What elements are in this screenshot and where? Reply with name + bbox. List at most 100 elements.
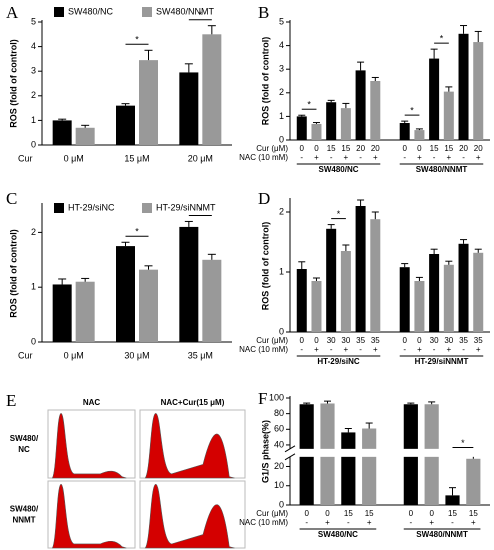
row-value: 20 <box>356 144 365 153</box>
bar <box>116 105 135 145</box>
bar <box>399 123 410 140</box>
group-label: SW480/NNMT <box>416 530 468 539</box>
bar <box>179 72 199 145</box>
row-value: + <box>373 345 378 354</box>
bar <box>370 81 381 140</box>
legend-swatch <box>142 7 152 17</box>
y-tick-label: 1 <box>279 266 284 276</box>
row-value: + <box>417 153 422 162</box>
group-label: SW480/NNMT <box>416 165 468 174</box>
y-tick-label: 60 <box>274 424 284 434</box>
bar <box>370 219 381 332</box>
bar <box>458 33 469 140</box>
legend-swatch <box>54 7 64 17</box>
group-label: HT-29/siNC <box>317 357 359 366</box>
row-value: + <box>446 345 451 354</box>
bar <box>311 281 322 332</box>
row-value: - <box>433 345 436 354</box>
bar <box>52 284 72 342</box>
row-value: + <box>325 518 330 527</box>
row-value: 0 <box>417 144 422 153</box>
y-axis-label: ROS (fold of control) <box>8 229 18 317</box>
y-tick-label: 2 <box>31 227 36 237</box>
bar <box>202 34 222 145</box>
x-axis-label: Cur <box>18 153 33 163</box>
row-value: 0 <box>300 336 305 345</box>
y-axis-label: ROS (fold of control) <box>8 39 18 127</box>
histogram <box>51 484 127 549</box>
significance-label: * <box>337 209 341 219</box>
bar <box>414 130 425 140</box>
row-value: - <box>451 518 454 527</box>
y-tick-label: 20 <box>274 461 284 471</box>
panel-letter: D <box>258 189 270 208</box>
bar <box>466 458 481 505</box>
row-value: 15 <box>448 509 457 518</box>
bar <box>326 102 337 140</box>
significance-label: * <box>199 206 203 216</box>
row-value: 0 <box>429 509 434 518</box>
legend-swatch <box>54 203 64 213</box>
row-label: NAC (10 mM) <box>239 345 288 354</box>
row-value: - <box>403 153 406 162</box>
row-value: - <box>300 153 303 162</box>
y-tick-label: 0 <box>31 139 36 149</box>
y-tick-label: 3 <box>279 64 284 74</box>
y-tick-label: 2 <box>279 87 284 97</box>
bar <box>362 428 377 505</box>
bar <box>340 108 351 140</box>
significance-label: * <box>135 227 139 237</box>
group-label: HT-29/siNNMT <box>415 357 469 366</box>
y-axis-label: ROS (fold of control) <box>260 37 270 125</box>
row-value: 0 <box>409 509 414 518</box>
bar <box>296 269 307 332</box>
bar <box>75 127 95 145</box>
row-label: NAC (10 mM) <box>239 153 288 162</box>
group-label: SW480/NC <box>319 165 359 174</box>
row-label: Cur (μM) <box>256 144 288 153</box>
histogram <box>144 484 235 549</box>
significance-label: * <box>307 100 311 110</box>
row-value: 30 <box>430 336 439 345</box>
row-value: - <box>300 345 303 354</box>
y-tick-label: 5 <box>31 16 36 26</box>
bar <box>341 432 356 505</box>
legend-label: SW480/NC <box>68 6 114 16</box>
row-value: 15 <box>469 509 478 518</box>
row-value: 30 <box>444 336 453 345</box>
x-tick-label: 30 μM <box>124 350 149 360</box>
bar <box>179 226 199 342</box>
y-tick-label: 10 <box>274 480 284 490</box>
y-tick-label: 100 <box>269 392 284 402</box>
row-label: NNMT <box>12 516 35 525</box>
y-tick-label: 1 <box>31 282 36 292</box>
row-label: Cur (μM) <box>256 509 288 518</box>
bar <box>116 246 135 342</box>
y-tick-label: 2 <box>31 90 36 100</box>
row-value: - <box>347 518 350 527</box>
row-value: 35 <box>459 336 468 345</box>
bar <box>139 269 158 342</box>
row-value: + <box>476 345 481 354</box>
row-value: 0 <box>402 336 407 345</box>
row-value: 20 <box>459 144 468 153</box>
x-tick-label: 20 μM <box>188 153 213 163</box>
row-value: 15 <box>341 144 350 153</box>
row-value: - <box>403 345 406 354</box>
row-value: 35 <box>371 336 380 345</box>
y-tick-label: 40 <box>274 439 284 449</box>
row-value: 0 <box>314 144 319 153</box>
row-value: + <box>367 518 372 527</box>
bar <box>355 70 366 140</box>
histogram <box>51 413 127 479</box>
x-tick-label: 35 μM <box>188 350 213 360</box>
row-value: - <box>359 345 362 354</box>
bar <box>414 281 425 332</box>
y-tick-label: 0 <box>279 326 284 336</box>
row-label: SW480/ <box>10 505 39 514</box>
x-axis-label: Cur <box>18 350 33 360</box>
row-value: - <box>330 345 333 354</box>
panel-letter: B <box>258 3 269 22</box>
y-axis-label: ROS (fold of control) <box>260 222 270 310</box>
